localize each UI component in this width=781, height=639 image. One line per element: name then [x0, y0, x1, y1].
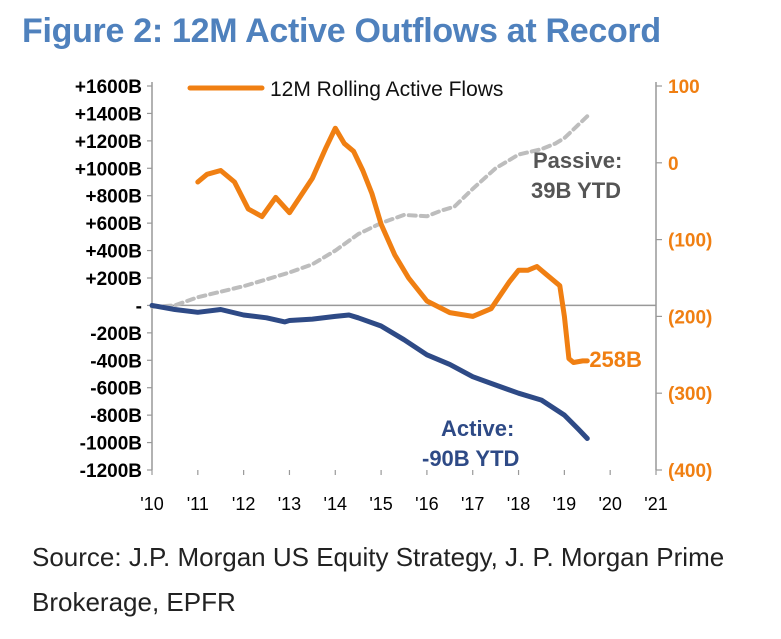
active-annotation-label: Active: — [441, 416, 514, 441]
left-tick-label: +1000B — [75, 159, 142, 180]
x-axis-ticks: '10 '11 '12 '13 '14 '15 '16 '17 '18 '19 '20 '21 — [140, 470, 668, 514]
active-annotation-value: -90B YTD — [422, 446, 519, 471]
12m-rolling-active-flows-series-line — [195, 125, 590, 365]
left-tick-label: +1400B — [75, 104, 142, 125]
left-tick-label: -1200B — [80, 461, 142, 482]
active-series-line — [149, 302, 590, 441]
x-tick-label: '21 — [644, 494, 667, 514]
left-tick-label: -400B — [90, 351, 142, 372]
flows-chart: +1600B +1400B +1200B +1000B +800B +600B +400B +… — [75, 77, 712, 514]
x-tick-label: '12 — [232, 494, 255, 514]
x-tick-label: '15 — [369, 494, 392, 514]
chart-axes — [151, 82, 657, 470]
left-tick-label: +800B — [85, 187, 142, 208]
left-tick-label: -600B — [90, 379, 142, 400]
left-tick-label: +600B — [85, 214, 142, 235]
right-tick-label: (200) — [668, 307, 712, 328]
annotations: Passive: 39B YTD Active: -90B YTD -258B — [422, 148, 642, 471]
source-note: Source: J.P. Morgan US Equity Strategy, … — [32, 542, 725, 617]
left-tick-label: - — [136, 296, 142, 317]
left-tick-label: +400B — [85, 242, 142, 263]
right-tick-label: (300) — [668, 384, 712, 405]
x-tick-label: '17 — [461, 494, 484, 514]
x-tick-label: '19 — [553, 494, 576, 514]
left-tick-label: +200B — [85, 269, 142, 290]
x-tick-label: '11 — [187, 494, 209, 514]
series-layer — [149, 114, 590, 441]
passive-annotation-label: Passive: — [533, 148, 622, 173]
left-tick-label: +1600B — [75, 77, 142, 98]
figure-title: Figure 2: 12M Active Outflows at Record — [22, 12, 661, 50]
right-tick-label: (100) — [668, 231, 712, 252]
rolling-annotation-value: -258B — [582, 347, 642, 372]
x-tick-label: '20 — [598, 494, 621, 514]
x-tick-label: '14 — [324, 494, 347, 514]
x-tick-label: '16 — [415, 494, 438, 514]
x-tick-label: '18 — [507, 494, 530, 514]
x-tick-label: '13 — [278, 494, 301, 514]
left-tick-label: -200B — [90, 324, 142, 345]
legend: 12M Rolling Active Flows — [187, 78, 503, 101]
passive-series-line — [150, 114, 590, 309]
left-tick-label: +1200B — [75, 132, 142, 153]
right-tick-label: 100 — [668, 77, 700, 98]
right-tick-label: 0 — [668, 154, 679, 175]
left-tick-label: -800B — [90, 406, 142, 427]
passive-annotation-value: 39B YTD — [531, 178, 621, 203]
left-axis-ticks: +1600B +1400B +1200B +1000B +800B +600B +400B +… — [75, 77, 152, 482]
legend-label-rolling: 12M Rolling Active Flows — [270, 78, 503, 101]
left-tick-label: -1000B — [80, 434, 142, 455]
x-tick-label: '10 — [140, 494, 163, 514]
right-tick-label: (400) — [668, 461, 712, 482]
right-axis-ticks: 100 0 (100) (200) (300) (400) — [656, 77, 712, 482]
